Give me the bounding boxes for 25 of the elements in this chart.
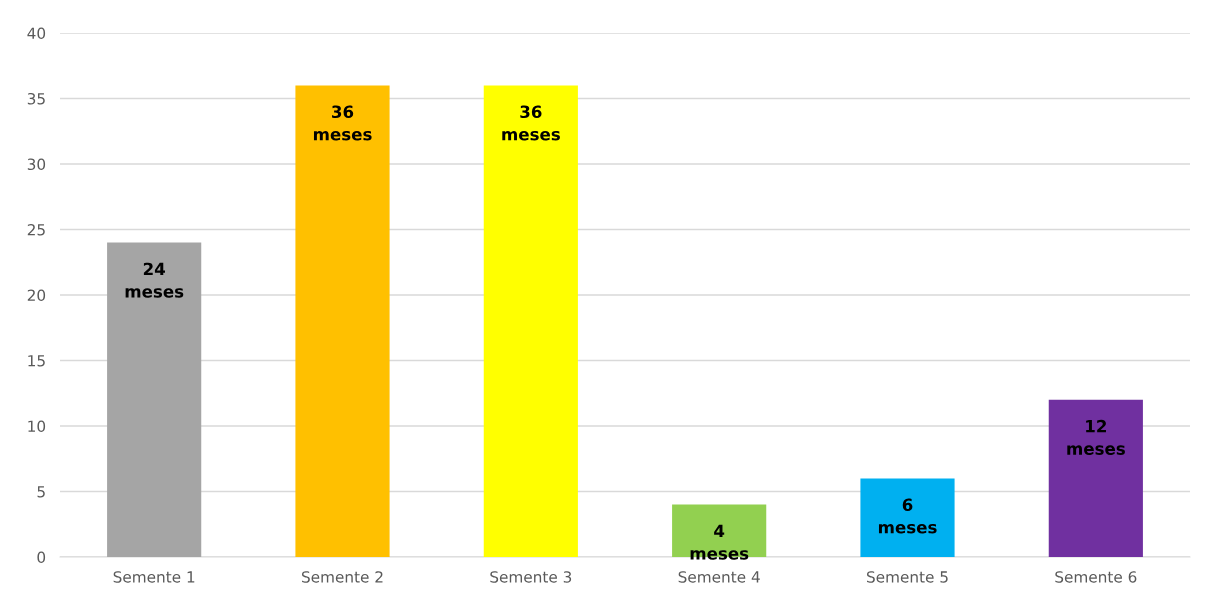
x-tick-label: Semente 6 (1055, 571, 1137, 583)
x-tick-label: Semente 4 (678, 571, 760, 583)
bar (295, 85, 390, 557)
data-label: 6 meses (878, 498, 937, 534)
y-tick-label: 15 (28, 355, 45, 367)
y-tick-label: 30 (27, 158, 46, 171)
bar (483, 85, 578, 557)
y-tick-label: 10 (28, 420, 46, 433)
data-label: 12 meses (1067, 419, 1125, 455)
y-tick-label: 20 (27, 289, 46, 302)
y-tick-label: 40 (27, 27, 46, 40)
x-tick-label: Semente 5 (866, 571, 948, 583)
x-tick-label: Semente 1 (113, 571, 195, 583)
bar (107, 242, 202, 557)
bar (860, 478, 955, 557)
bar (1048, 399, 1143, 557)
y-tick-label: 5 (37, 486, 45, 498)
data-label: 36 meses (313, 105, 372, 141)
x-tick-label: Semente 3 (490, 571, 572, 583)
y-tick-label: 0 (37, 551, 46, 564)
data-label: 36 meses (502, 105, 560, 141)
y-tick-label: 25 (27, 223, 45, 236)
data-label: 24 meses (125, 262, 184, 298)
x-tick-label: Semente 2 (301, 571, 383, 583)
y-tick-label: 35 (27, 92, 45, 105)
